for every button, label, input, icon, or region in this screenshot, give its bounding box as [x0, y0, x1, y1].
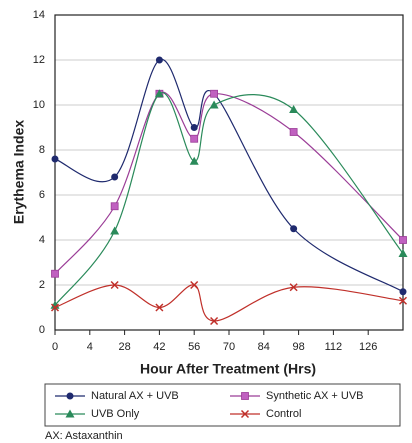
x-tick-label: 56 — [188, 341, 200, 353]
data-point — [110, 226, 120, 235]
data-point — [51, 269, 59, 278]
series-line — [54, 59, 404, 293]
data-point — [398, 296, 408, 305]
y-tick-label: 4 — [39, 234, 45, 246]
series-line — [54, 284, 404, 322]
y-tick-label: 12 — [33, 54, 45, 66]
data-point — [190, 124, 198, 131]
data-point — [209, 100, 219, 109]
data-point — [290, 225, 298, 233]
data-point — [51, 155, 59, 163]
legend-label: Control — [266, 408, 301, 420]
legend-marker — [66, 392, 74, 400]
legend-label: Synthetic AX + UVB — [266, 390, 364, 402]
data-point — [110, 280, 119, 290]
y-axis-label: Erythema Index — [11, 120, 27, 224]
x-tick-label: 98 — [292, 341, 304, 353]
data-point — [110, 202, 119, 211]
data-point — [154, 89, 164, 98]
x-tick-label: 70 — [223, 341, 235, 353]
data-point — [399, 236, 407, 244]
data-point — [289, 128, 298, 136]
x-axis-label: Hour After Treatment (Hrs) — [140, 361, 316, 377]
y-tick-label: 6 — [39, 189, 45, 201]
y-tick-label: 0 — [39, 324, 45, 336]
y-tick-label: 8 — [39, 144, 45, 156]
data-point — [210, 316, 219, 326]
x-tick-label: 0 — [52, 341, 58, 353]
data-point — [399, 288, 407, 296]
x-tick-label: 28 — [118, 341, 130, 353]
y-tick-label: 2 — [39, 279, 45, 291]
y-tick-label: 10 — [33, 99, 45, 111]
x-tick-label: 112 — [325, 341, 343, 353]
series-line — [54, 92, 404, 306]
legend-label: UVB Only — [91, 408, 140, 420]
data-point — [190, 280, 199, 290]
data-point — [289, 283, 298, 292]
x-tick-label: 4 — [87, 341, 93, 353]
series-line — [54, 91, 404, 275]
data-point — [398, 249, 408, 257]
x-tick-label: 84 — [258, 341, 270, 353]
data-point — [155, 56, 163, 64]
y-tick-label: 14 — [33, 9, 45, 21]
data-point — [111, 173, 119, 181]
data-point — [155, 303, 164, 312]
data-point — [50, 303, 60, 312]
legend-marker — [240, 409, 250, 419]
data-point — [289, 105, 299, 113]
plot-frame — [54, 14, 404, 331]
legend-marker — [241, 392, 249, 400]
legend-marker — [65, 409, 75, 418]
data-point — [190, 134, 199, 143]
data-point — [189, 156, 199, 165]
x-tick-label: 126 — [359, 341, 377, 353]
x-tick-label: 42 — [153, 341, 165, 353]
footnote: AX: Astaxanthin — [45, 430, 123, 442]
legend-label: Natural AX + UVB — [91, 390, 179, 402]
data-point — [210, 89, 218, 98]
legend-box — [44, 383, 401, 427]
